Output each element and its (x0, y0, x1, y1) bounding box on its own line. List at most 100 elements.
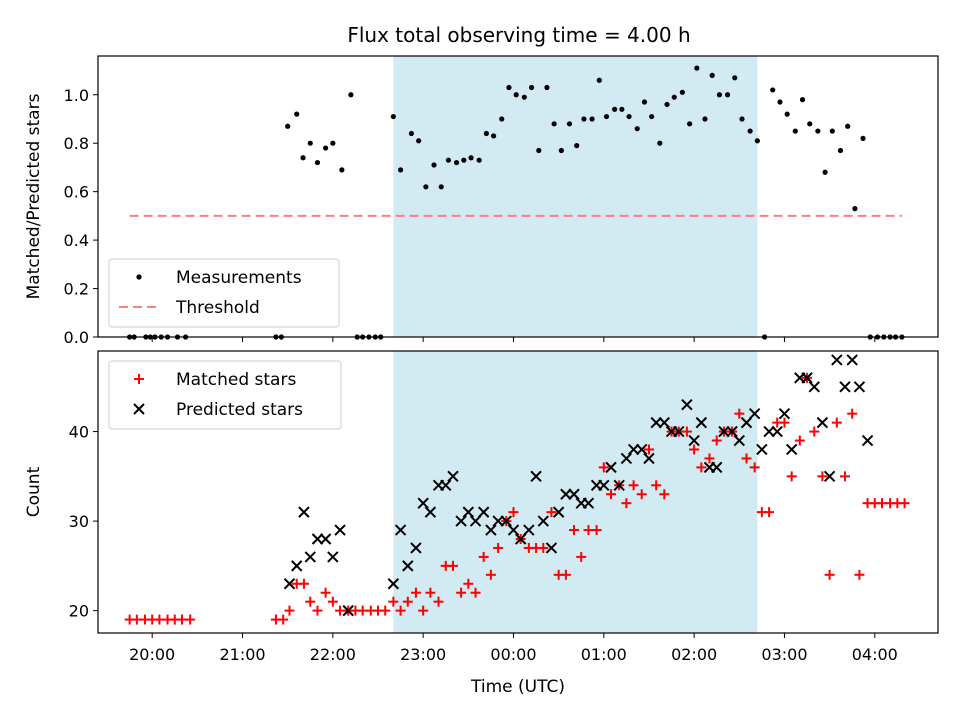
matched-star-marker (831, 417, 842, 428)
measurement-point (852, 206, 858, 212)
matched-star-marker (847, 408, 858, 419)
measurement-point (664, 101, 670, 108)
predicted-star-marker (319, 533, 332, 545)
predicted-star-marker (785, 443, 798, 456)
measurement-point (799, 97, 806, 103)
measurement-point (300, 155, 306, 161)
matched-star-marker (320, 587, 331, 598)
matched-star-marker (305, 596, 316, 607)
measurement-point (770, 87, 776, 93)
measurement-point (438, 184, 444, 190)
top-legend: Measurements Threshold (108, 258, 340, 328)
predicted-star-marker (440, 479, 452, 491)
predicted-star-marker (853, 381, 866, 393)
measurement-point (294, 111, 300, 117)
x-tick-label: 02:00 (671, 645, 717, 664)
matched-star-marker (628, 480, 639, 491)
predicted-star-marker (801, 372, 813, 384)
predicted-star-marker (455, 515, 467, 527)
predicted-star-marker (417, 497, 429, 509)
matched-star-marker (809, 426, 820, 437)
matched-star-marker (749, 462, 760, 473)
predicted-star-marker (613, 479, 625, 491)
matched-star-marker (794, 435, 805, 446)
x-tick-label: 04:00 (852, 645, 898, 664)
predicted-star-marker (726, 425, 738, 438)
measurement-point (716, 92, 723, 98)
legend-label: Measurements (176, 268, 302, 288)
matched-star-marker (824, 569, 835, 580)
measurement-point (551, 121, 557, 127)
measurement-point (506, 84, 512, 91)
predicted-star-marker (673, 425, 685, 438)
matched-star-marker (696, 462, 707, 473)
figure-title: Flux total observing time = 4.00 h (347, 23, 690, 47)
bottom-y-axis-label: Count (24, 466, 44, 517)
y-tick-label: 0.2 (64, 280, 89, 299)
matched-star-marker (711, 435, 722, 446)
measurement-point (702, 116, 708, 122)
measurement-point (544, 84, 550, 91)
predicted-star-marker (771, 425, 783, 438)
measurement-point (822, 169, 828, 175)
y-tick-label: 0.0 (64, 328, 89, 347)
predicted-star-marker (552, 506, 565, 518)
predicted-star-marker (477, 506, 490, 518)
measurement-point (732, 75, 738, 81)
predicted-star-marker (643, 452, 655, 465)
measurement-point (461, 157, 467, 163)
predicted-star-marker (394, 524, 407, 536)
x-tick-label: 00:00 (490, 645, 536, 664)
ratio-panel: 0.0 0.2 0.4 0.6 0.8 1.0 Matched/Predicted sta… (24, 55, 939, 347)
matched-star-marker (546, 507, 557, 518)
matched-star-marker (636, 489, 647, 500)
measurement-point (339, 167, 345, 173)
predicted-star-marker (568, 488, 580, 500)
predicted-star-marker (485, 524, 497, 536)
bottom-axes-frame (97, 350, 939, 634)
predicted-star-marker (816, 416, 829, 429)
measurement-point (619, 106, 625, 112)
matched-star-marker (388, 596, 399, 607)
matched-star-marker (899, 498, 910, 509)
predicted-star-marker (627, 443, 640, 456)
measurement-point (845, 123, 851, 129)
measurement-point (747, 128, 753, 134)
matched-star-marker (425, 587, 436, 598)
measurement-point (649, 113, 655, 120)
matched-star-marker (734, 408, 745, 419)
matched-star-marker (741, 453, 752, 464)
matched-star-marker (651, 480, 662, 491)
legend-predicted-marker (133, 403, 145, 415)
y-tick-label: 40 (69, 423, 89, 442)
predicted-star-marker (523, 524, 535, 536)
matched-star-marker (312, 605, 323, 616)
matched-star-marker (764, 507, 775, 518)
x-tick-label: 03:00 (761, 645, 807, 664)
measurement-point (596, 77, 602, 83)
legend-measurement-marker (136, 274, 142, 280)
measurement-point (807, 121, 813, 127)
predicted-star-marker (650, 416, 662, 429)
predicted-star-marker (545, 542, 558, 554)
x-tick-label: 23:00 (400, 645, 446, 664)
measurement-point (860, 135, 866, 141)
matched-star-marker (786, 471, 797, 482)
predicted-star-marker (861, 434, 874, 447)
matched-star-marker (395, 605, 406, 616)
matched-stars-points (124, 372, 910, 625)
predicted-star-marker (402, 560, 414, 572)
measurement-point (483, 130, 489, 137)
measurement-point (445, 157, 452, 163)
predicted-star-marker (831, 354, 843, 366)
legend-label: Threshold (175, 298, 260, 318)
legend-box (108, 360, 342, 430)
predicted-star-marker (492, 515, 504, 527)
matched-star-marker (681, 426, 692, 437)
measurement-point (453, 159, 460, 166)
predicted-star-marker (839, 381, 851, 393)
predicted-star-marker (681, 399, 693, 411)
x-tick-label: 20:00 (129, 645, 175, 664)
measurement-point (815, 128, 821, 134)
measurement-point (476, 157, 482, 163)
